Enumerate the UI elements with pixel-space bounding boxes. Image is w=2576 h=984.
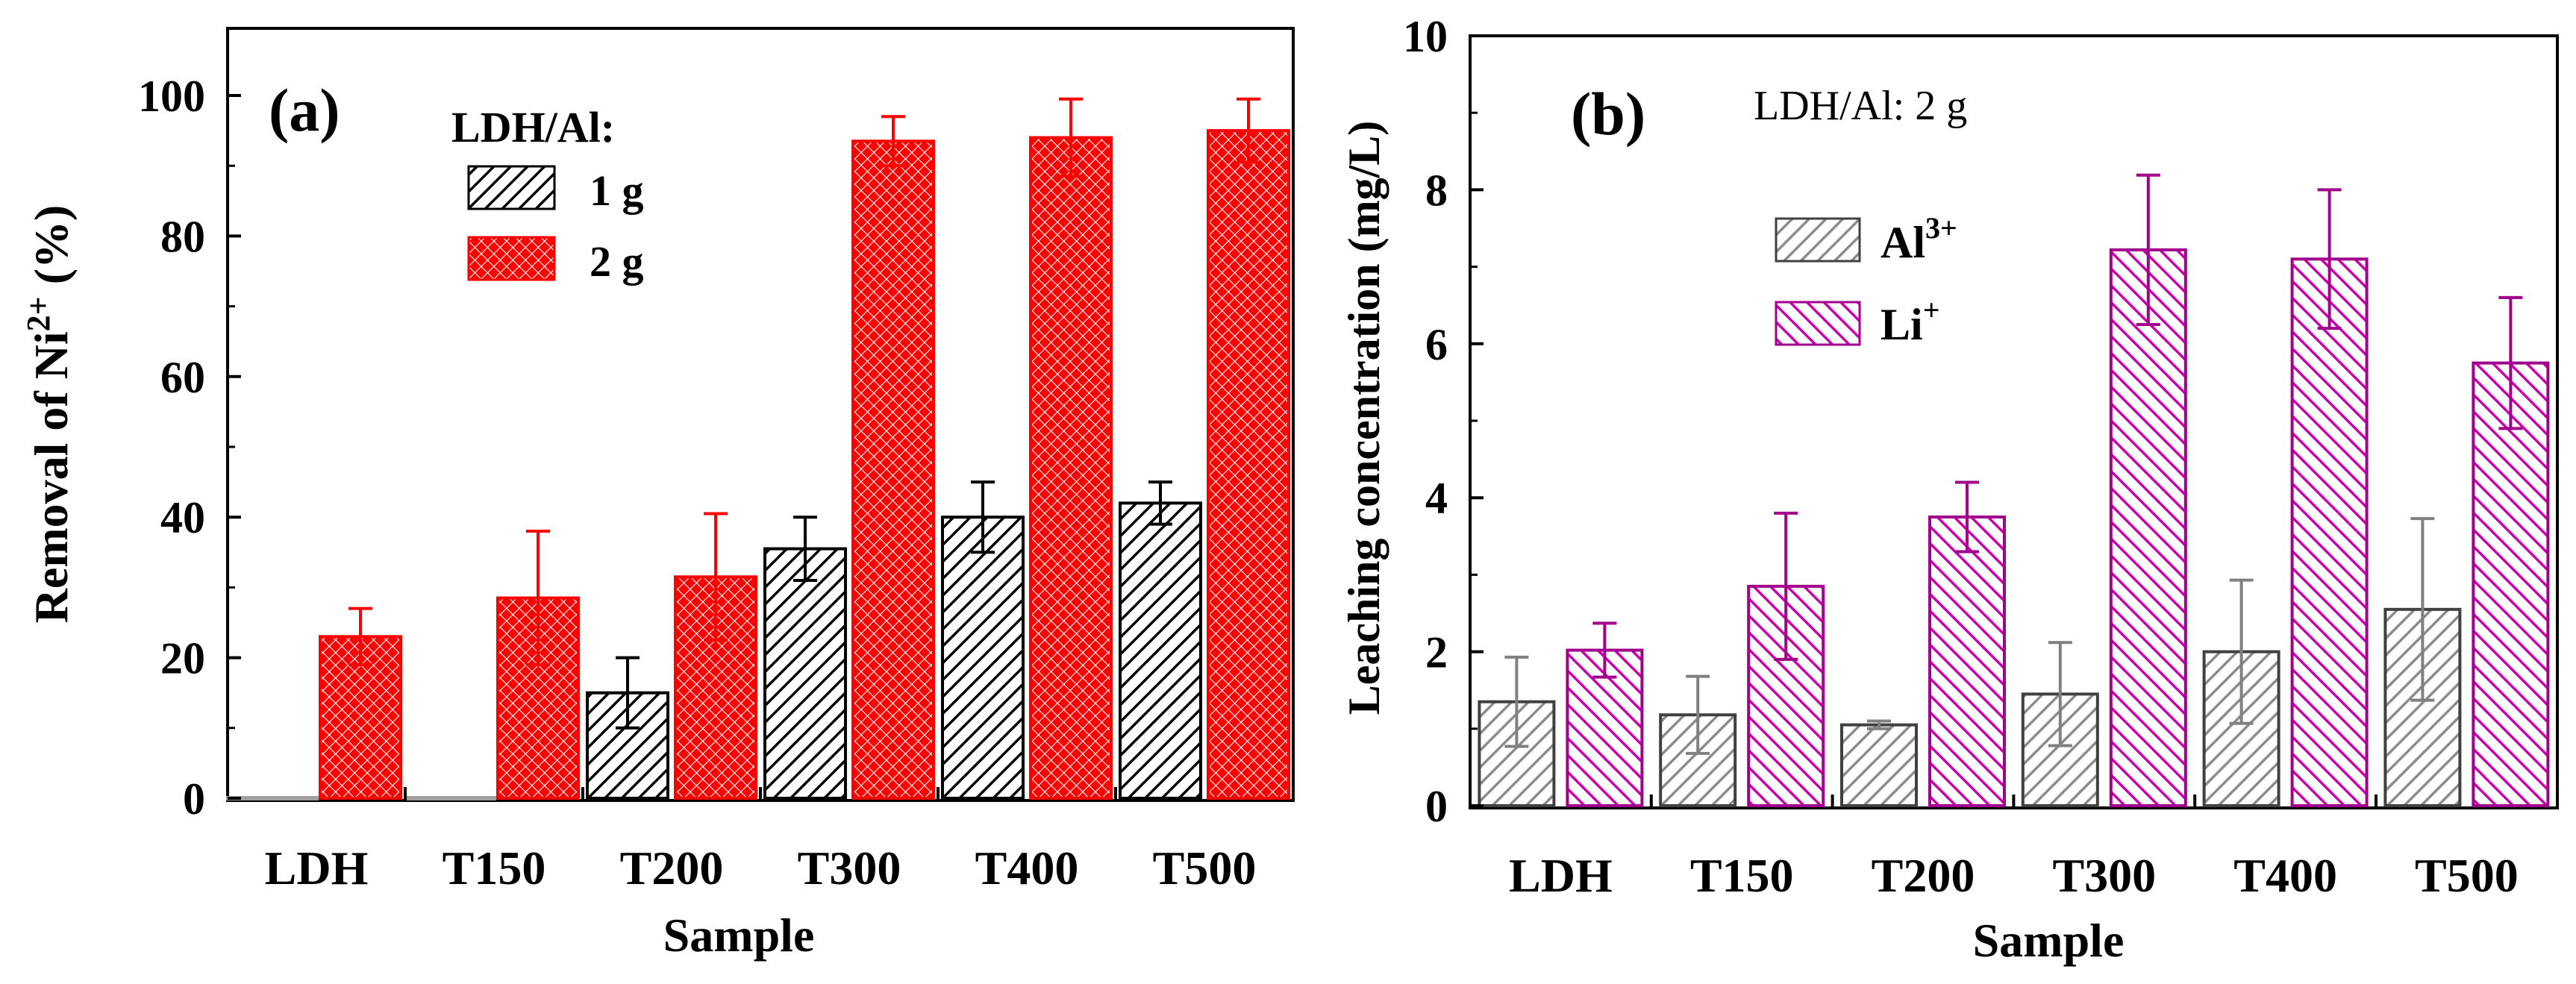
bar-s1-t200 (1928, 515, 2006, 807)
bar-s1-t300 (851, 140, 935, 800)
panel-b-xtick-label-ldh: LDH (1509, 849, 1613, 902)
panel-a-errorbars (348, 97, 1260, 730)
bar-s1-t400 (2290, 257, 2369, 807)
panel-a-ytick-label: 80 (160, 212, 205, 261)
panel-a-xticks: LDH T150 T200 T300 T400 T500 (265, 787, 1257, 894)
panel-a-ytick-label: 100 (138, 72, 205, 121)
panel-b-y-axis-label: Leaching concentration (mg/L) (1339, 121, 1389, 715)
panel-a-ytick-label: 0 (183, 774, 205, 824)
panel-b-ytick-label: 4 (1425, 474, 1448, 523)
bar-s0-t300 (763, 547, 847, 800)
panel-a-label: (a) (269, 76, 340, 144)
bar-s1-t500 (1207, 129, 1290, 800)
panel-b-label: (b) (1571, 80, 1645, 148)
bar-s0-t200 (1840, 723, 1918, 808)
panel-a-y-axis-label: Removal of Ni2+ (%) (20, 205, 78, 624)
panel-b-xtick-label-t200: T200 (1872, 849, 1975, 902)
panel-b-ytick-label: 0 (1425, 782, 1448, 831)
panel-b-xtick-label-t300: T300 (2052, 849, 2156, 902)
panel-b-annotation: LDH/Al: 2 g (1754, 83, 1967, 129)
panel-a-xtick-label-t300: T300 (798, 842, 901, 894)
panel-a-bars (226, 129, 1290, 800)
panel-a-ytick-label: 20 (160, 634, 205, 683)
bar-s0-t500 (1119, 501, 1202, 800)
panel-b-ytick-label: 6 (1425, 320, 1448, 369)
panel-a-legend: LDH/Al: 1 g 2 g (451, 103, 644, 286)
panel-b-x-axis-label: Sample (1973, 914, 2125, 967)
panel-a-xtick-label-t150: T150 (443, 842, 546, 894)
panel-a-xtick-label-t200: T200 (620, 842, 724, 894)
panel-a: 0 20 40 60 80 100 LDH T150 T200 T300 T400 T500 (a)… (20, 27, 1295, 962)
bar-s0-t400 (941, 515, 1025, 800)
panel-b-xtick-label-t150: T150 (1690, 849, 1794, 902)
panel-a-xtick-label-t400: T400 (975, 842, 1079, 894)
panel-b-xticks: LDH T150 T200 T300 T400 T500 (1509, 795, 2519, 902)
legend-swatch-al (1775, 217, 1861, 263)
panel-a-ytick-label: 40 (160, 493, 205, 542)
panel-b: 0 2 4 6 8 10 LDH T150 T200 T300 T400 T500 (b) LDH/… (1339, 12, 2559, 967)
legend-label-2g: 2 g (590, 237, 644, 286)
panel-b-xtick-label-t400: T400 (2233, 849, 2337, 902)
panel-b-legend: Al3+ Li+ (1775, 211, 1957, 349)
legend-label-li: Li+ (1881, 293, 1940, 349)
legend-label-1g: 1 g (590, 166, 644, 215)
panel-b-ytick-label: 8 (1425, 166, 1448, 215)
legend-label-al: Al3+ (1881, 211, 1957, 267)
panel-a-xtick-label-ldh: LDH (265, 842, 369, 894)
legend-swatch-li (1775, 301, 1861, 346)
legend-swatch-2g (467, 236, 556, 281)
panel-a-legend-title: LDH/Al: (451, 103, 615, 151)
panel-b-errorbars (1504, 173, 2523, 755)
panel-a-ytick-label: 60 (160, 353, 205, 402)
panel-a-xtick-label-t500: T500 (1153, 842, 1257, 894)
panel-a-yticks: 0 20 40 60 80 100 (138, 72, 241, 824)
panel-b-xtick-label-t500: T500 (2415, 849, 2519, 902)
bar-s1-t300 (2109, 248, 2187, 807)
panel-a-x-axis-label: Sample (663, 909, 815, 962)
panel-b-yticks: 0 2 4 6 8 10 (1403, 12, 1484, 831)
panel-b-ytick-label: 10 (1403, 12, 1448, 61)
legend-swatch-1g (467, 165, 556, 210)
bar-s1-t400 (1029, 136, 1113, 800)
panel-b-ytick-label: 2 (1425, 628, 1448, 677)
panel-b-bars (1478, 248, 2550, 808)
